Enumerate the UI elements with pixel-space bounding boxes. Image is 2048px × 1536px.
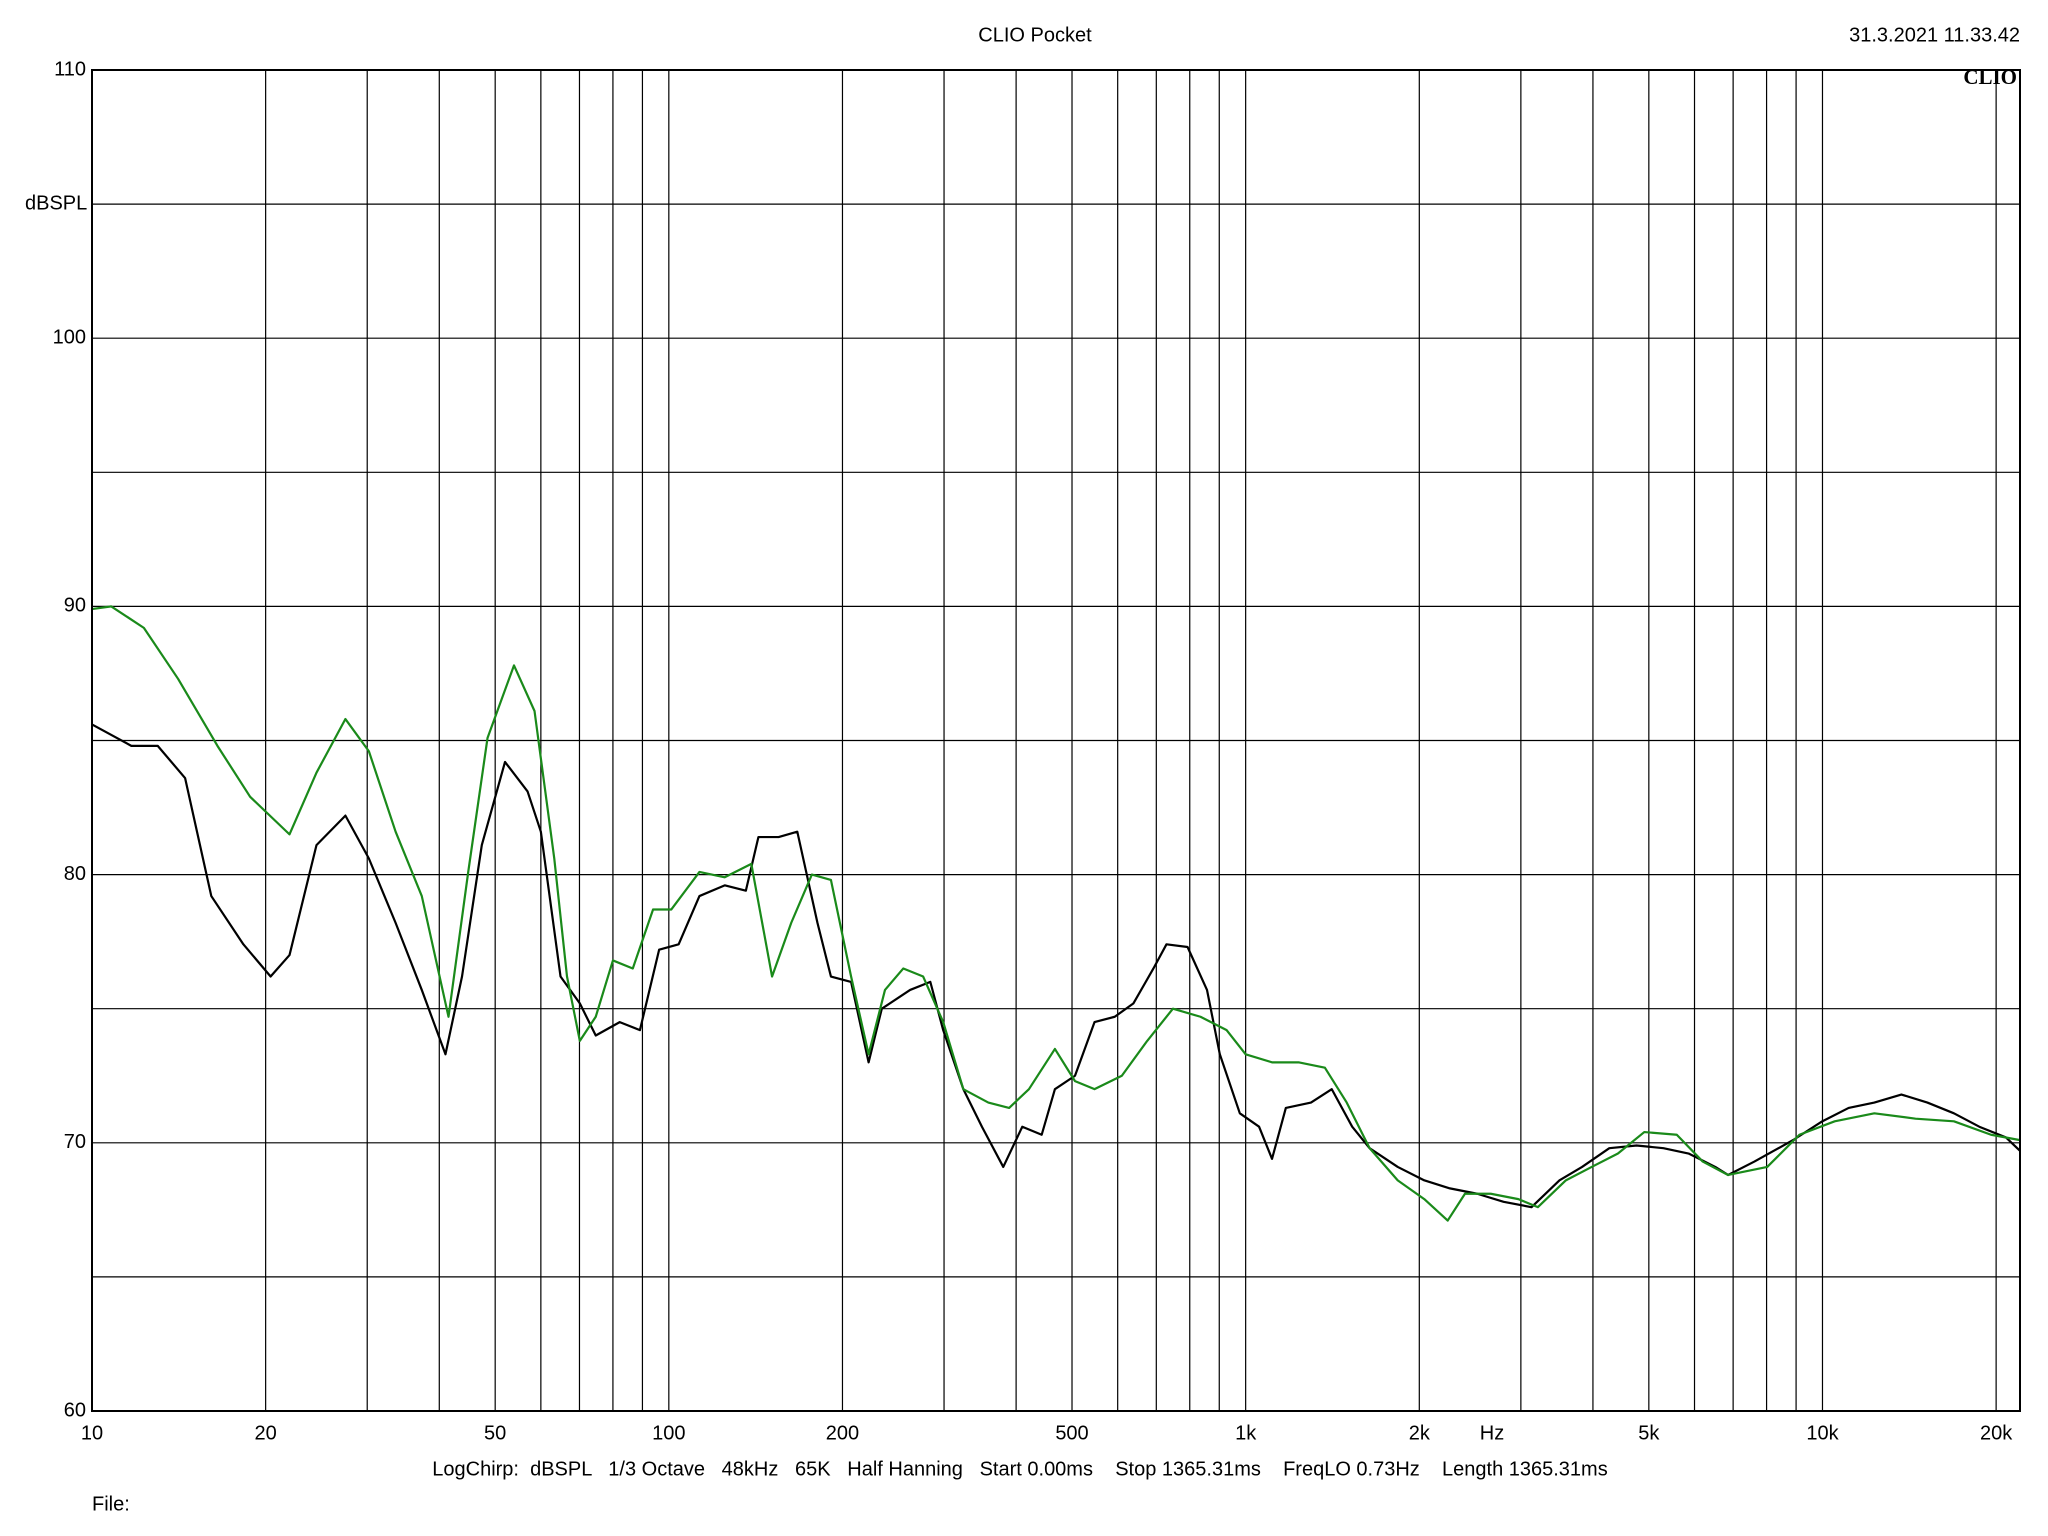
chart-title: CLIO Pocket [978,24,1092,46]
x-tick-label: 50 [484,1422,506,1444]
x-tick-label: 2k [1409,1422,1431,1444]
x-tick-label: 5k [1638,1422,1660,1444]
file-label: File: [92,1493,130,1515]
logo: CLIO [1963,65,2017,89]
x-tick-label: 500 [1055,1422,1088,1444]
timestamp: 31.3.2021 11.33.42 [1849,24,2020,46]
y-tick-label: 90 [64,595,86,617]
x-tick-label: 20k [1980,1422,2013,1444]
x-tick-label: 20 [255,1422,277,1444]
x-tick-label: 10k [1806,1422,1839,1444]
y-tick-label: 110 [54,58,86,80]
measurement-info: LogChirp: dBSPL 1/3 Octave 48kHz 65K Hal… [432,1458,1607,1480]
response-curve [91,605,2021,1222]
y-tick-label: 100 [53,326,86,348]
x-tick-label: 100 [652,1422,685,1444]
y-tick-label: 70 [64,1131,86,1153]
plot-frame [91,69,2021,1412]
x-axis-label: Hz [1480,1422,1504,1444]
x-tick-label: 1k [1235,1422,1257,1444]
curves [91,605,2021,1222]
y-tick-label: 80 [64,863,86,885]
y-tick-label: 60 [64,1399,86,1421]
response-curve [91,723,2021,1209]
x-tick-label: 200 [826,1422,859,1444]
x-tick-label: 10 [81,1422,103,1444]
y-axis-label: dBSPL [25,192,87,214]
